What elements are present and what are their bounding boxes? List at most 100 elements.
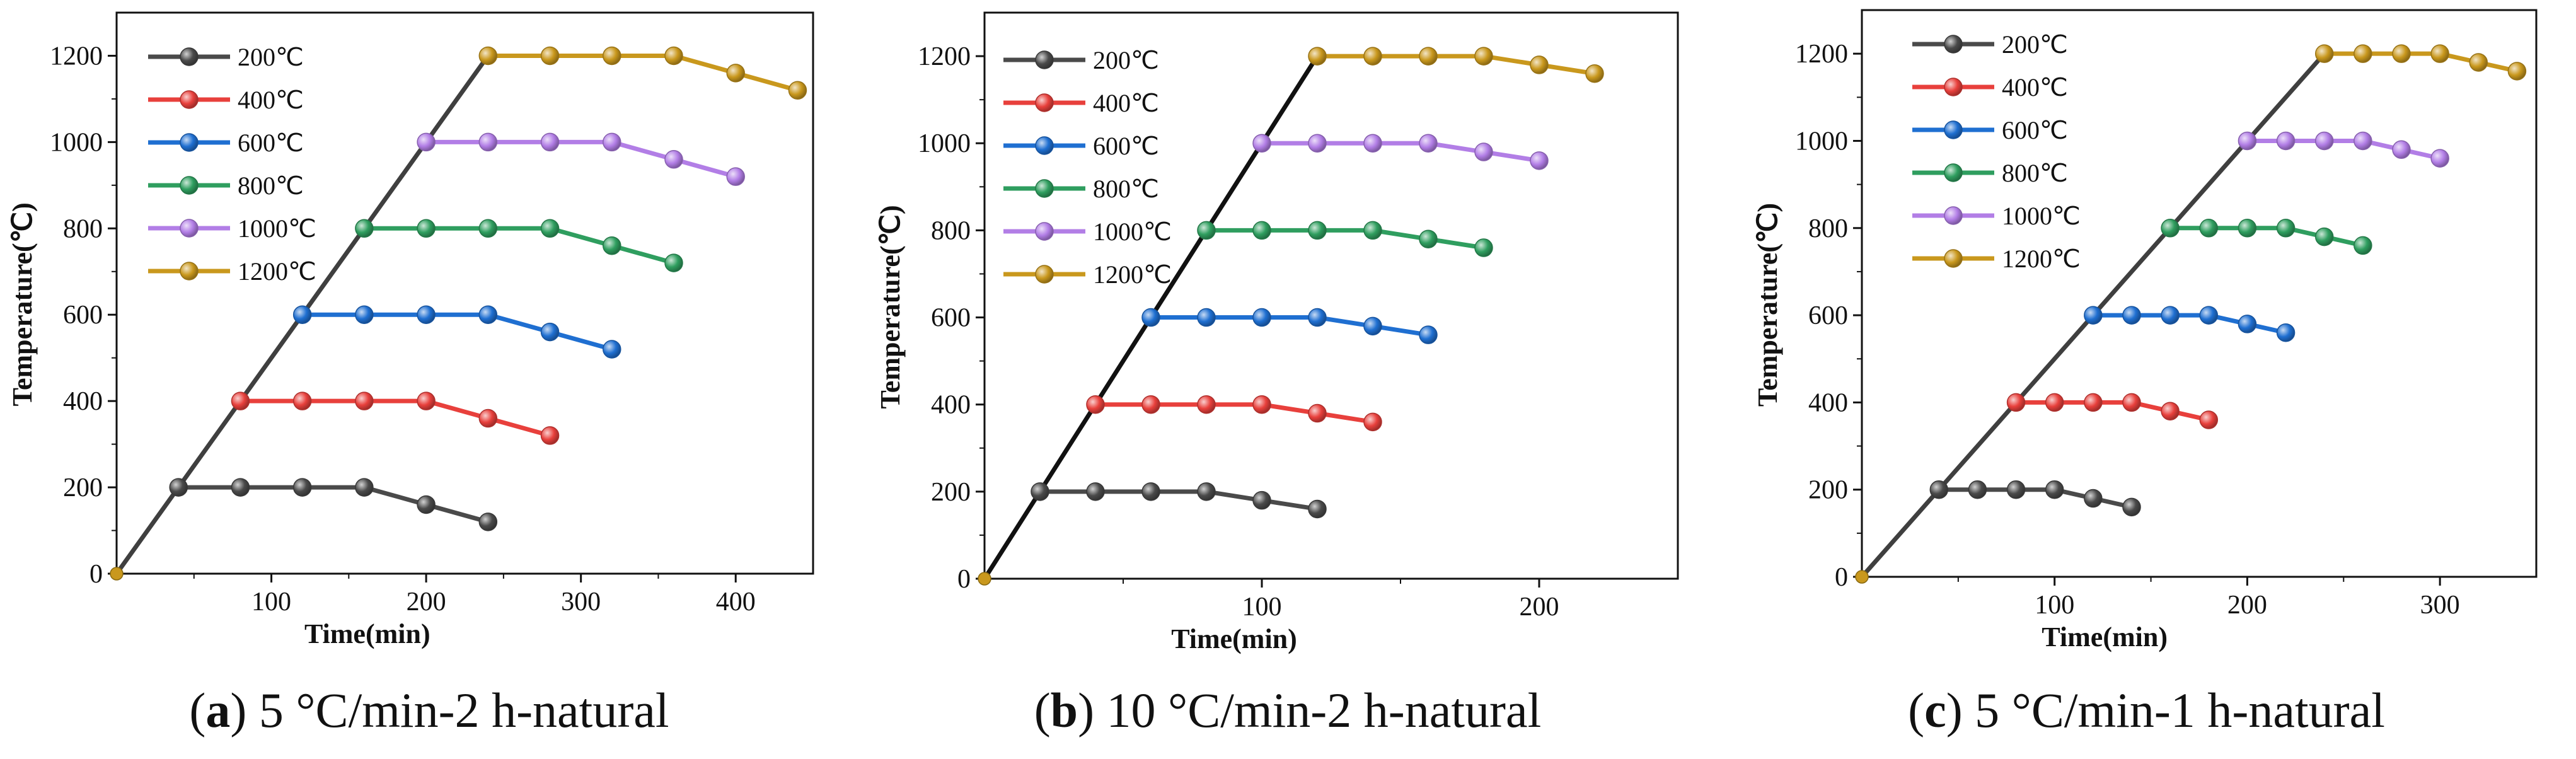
series-line-200℃ xyxy=(178,485,489,524)
data-point xyxy=(417,132,436,152)
data-point xyxy=(540,46,560,66)
data-point xyxy=(292,391,312,410)
data-point xyxy=(231,478,250,497)
data-point xyxy=(1252,221,1271,240)
legend-marker xyxy=(1944,78,1963,96)
data-point xyxy=(2354,131,2372,151)
panel-c: 0 200 400 600 800 1000 1200 100 200 300 Time(min) T… xyxy=(1717,0,2576,759)
data-point xyxy=(2430,44,2449,63)
data-point xyxy=(2122,497,2141,517)
data-point xyxy=(1141,308,1160,327)
y-tick-label: 600 xyxy=(931,304,971,333)
data-point xyxy=(1929,480,1949,499)
data-point xyxy=(1968,480,1987,499)
legend-label: 1000℃ xyxy=(238,214,316,243)
data-point xyxy=(2122,393,2141,412)
data-point xyxy=(2238,315,2257,333)
caption-c-label: c xyxy=(1924,683,1946,738)
y-axis-title: Temperature(℃) xyxy=(7,202,38,406)
data-point xyxy=(1585,64,1604,83)
y-axis-title: Temperature(℃) xyxy=(875,205,906,408)
data-point xyxy=(2006,480,2026,499)
data-point xyxy=(1141,482,1160,501)
data-point xyxy=(540,132,560,152)
legend-label: 200℃ xyxy=(238,43,304,71)
data-point xyxy=(1530,55,1549,74)
legend-label: 800℃ xyxy=(238,171,304,200)
legend-marker xyxy=(1944,249,1963,268)
y-tick-label: 800 xyxy=(1808,214,1848,243)
y-tick-label: 200 xyxy=(1808,476,1848,505)
data-point xyxy=(417,305,436,324)
x-tick-label: 200 xyxy=(407,588,446,617)
ramp-origin-point xyxy=(978,572,991,586)
y-tick-label: 600 xyxy=(1808,301,1848,330)
data-point xyxy=(1197,308,1216,327)
data-point xyxy=(478,132,498,152)
legend-label: 600℃ xyxy=(1093,132,1159,160)
data-point xyxy=(2354,44,2372,63)
data-point xyxy=(603,236,621,255)
data-point xyxy=(1197,395,1216,414)
data-point xyxy=(1419,134,1438,153)
legend-label: 600℃ xyxy=(238,129,304,157)
caption-a: (a) 5 °C/min-2 h-natural xyxy=(189,683,669,738)
caption-b-text: 10 °C/min-2 h-natural xyxy=(1106,683,1542,738)
data-point xyxy=(603,46,621,66)
x-axis-title: Time(min) xyxy=(2042,622,2168,652)
plot-frame xyxy=(1861,9,2538,578)
legend-marker xyxy=(1944,120,1963,139)
legend-marker xyxy=(1944,163,1963,182)
data-point xyxy=(664,46,683,66)
legend-label: 200℃ xyxy=(2002,30,2068,59)
data-point xyxy=(540,426,560,445)
chart-a: 0 200 400 600 800 1000 1200 100 200 300 400 Time(mi… xyxy=(7,11,814,649)
data-point xyxy=(2430,149,2449,168)
data-point xyxy=(2161,402,2180,420)
caption-a-text: 5 °C/min-2 h-natural xyxy=(258,683,669,738)
data-point xyxy=(664,150,683,169)
data-point xyxy=(788,81,807,100)
data-point xyxy=(417,495,436,514)
x-tick-label: 200 xyxy=(1520,593,1559,622)
caption-c: (c) 5 °C/min-1 h-natural xyxy=(1908,683,2385,738)
caption-a-label: a xyxy=(205,683,231,738)
series-line-800℃ xyxy=(1206,228,1484,250)
data-point xyxy=(1086,395,1105,414)
data-point xyxy=(1474,238,1493,257)
data-point xyxy=(1252,308,1271,327)
legend-marker xyxy=(1035,50,1054,69)
y-tick-label: 200 xyxy=(931,478,971,507)
data-point xyxy=(2161,306,2180,325)
data-point xyxy=(2507,62,2527,81)
data-point xyxy=(2469,53,2488,72)
chart-b: 0 200 400 600 800 1000 1200 100 200 Time(min) Temp… xyxy=(875,11,1679,654)
data-point xyxy=(2276,323,2296,342)
data-point xyxy=(1363,134,1382,153)
y-tick-label: 400 xyxy=(931,391,971,420)
series-line-1200℃ xyxy=(488,53,799,93)
series-line-1200℃ xyxy=(1317,54,1595,76)
data-point xyxy=(2199,219,2219,238)
y-tick-label: 1200 xyxy=(1795,40,1848,69)
data-point xyxy=(1530,151,1549,170)
data-point xyxy=(1252,490,1271,510)
data-point xyxy=(2314,227,2334,246)
y-tick-label: 1200 xyxy=(918,42,971,71)
data-point xyxy=(1031,482,1049,501)
legend-label: 1000℃ xyxy=(1093,217,1172,246)
data-point xyxy=(292,478,312,497)
data-point xyxy=(2238,131,2257,151)
data-point xyxy=(1363,412,1382,432)
data-point xyxy=(540,322,560,342)
data-point xyxy=(2045,393,2064,412)
series-line-1000℃ xyxy=(1262,141,1540,163)
y-tick-label: 0 xyxy=(957,565,971,594)
data-point xyxy=(726,167,745,186)
legend-label: 1000℃ xyxy=(2002,202,2081,230)
ramp-origin-point xyxy=(110,567,124,581)
caption-c-text: 5 °C/min-1 h-natural xyxy=(1975,683,2385,738)
data-point xyxy=(478,408,498,428)
plot-frame xyxy=(115,11,814,575)
data-point xyxy=(1419,325,1438,344)
